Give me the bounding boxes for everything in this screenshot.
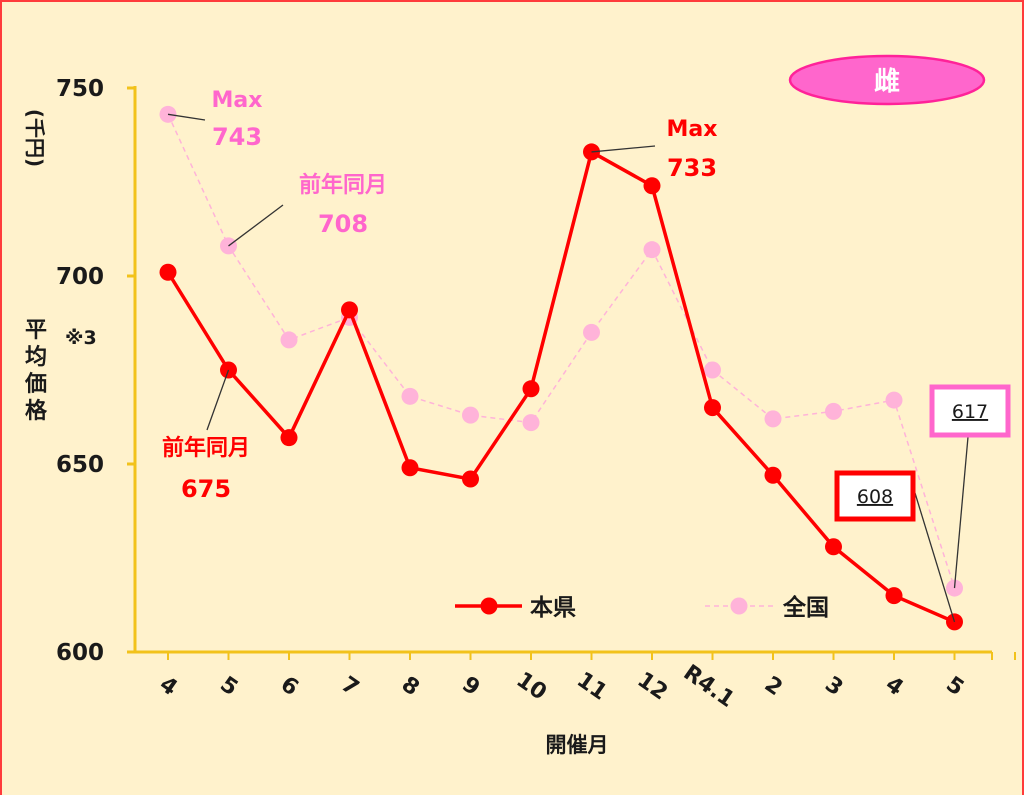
data-point-national — [885, 391, 903, 409]
data-point-national — [462, 406, 479, 424]
y-title-char: 平 — [25, 318, 47, 343]
annotation-label: Max — [667, 117, 718, 142]
y-tick-label: 600 — [56, 640, 104, 666]
y-tick-labels: 600 650 700 750 — [56, 76, 104, 666]
series-prefecture — [159, 143, 963, 631]
data-point-prefecture — [401, 459, 419, 477]
data-point-prefecture — [159, 263, 177, 281]
boxed-label-frame — [834, 470, 916, 522]
data-point-prefecture — [704, 399, 721, 417]
axes — [127, 86, 1016, 660]
y-unit-text: (千円) — [23, 109, 47, 167]
annotation-value: 733 — [667, 154, 717, 182]
badge-ellipse — [788, 54, 986, 106]
annotation-leader — [591, 145, 656, 153]
badge-label: 雌 — [874, 66, 900, 97]
series-line-national — [167, 114, 956, 589]
data-point-prefecture — [522, 380, 540, 398]
annotation-leader — [228, 204, 284, 247]
y-tick-label: 750 — [56, 76, 104, 102]
legend-marker-prefecture — [480, 597, 498, 615]
data-point-national — [764, 410, 782, 428]
annotation-value: 675 — [181, 475, 231, 503]
data-point-prefecture — [643, 177, 661, 195]
sex-badge: 雌 — [788, 54, 986, 106]
data-point-national — [280, 331, 298, 349]
data-point-national — [825, 402, 842, 420]
annotation-value: 743 — [212, 123, 262, 151]
boxed-labels: 608 617 — [834, 384, 1011, 623]
data-point-prefecture — [280, 429, 298, 447]
annotation-label: 前年同月 — [299, 172, 387, 198]
data-point-prefecture — [341, 301, 358, 319]
legend-label-prefecture: 本県 — [530, 595, 576, 621]
x-axis-title: 開催月 — [546, 733, 609, 757]
data-point-national — [583, 323, 600, 341]
annotation-value: 708 — [318, 210, 368, 238]
y-title-char: 格 — [25, 398, 48, 424]
data-point-national — [401, 387, 419, 405]
annotation-label: Max — [212, 88, 263, 113]
data-point-national — [643, 241, 661, 259]
boxed-label-value: 617 — [952, 401, 988, 423]
legend: 本県 全国 — [455, 594, 829, 621]
y-unit-label: (千円) — [23, 109, 47, 167]
boxed-label-value: 608 — [857, 486, 893, 508]
data-point-national — [704, 361, 721, 379]
y-title-char: 価 — [24, 372, 47, 397]
data-point-prefecture — [462, 470, 479, 488]
legend-label-national: 全国 — [782, 594, 829, 621]
boxed-label-frame — [929, 384, 1011, 438]
annotation-label: 前年同月 — [162, 435, 250, 461]
y-note: ※3 — [65, 327, 97, 349]
legend-marker-national — [730, 597, 748, 615]
annotations: Max 743 前年同月 708 前年同月 675 Max 733 — [162, 88, 717, 503]
data-point-prefecture — [825, 538, 842, 556]
annotation-leader — [206, 369, 230, 431]
data-point-prefecture — [885, 587, 903, 605]
y-title-char: 均 — [25, 344, 47, 370]
data-point-prefecture — [764, 466, 782, 484]
series-line-prefecture — [166, 149, 956, 624]
boxed-label-leader — [914, 492, 956, 623]
annotation-leader — [167, 113, 206, 121]
data-point-national — [522, 414, 540, 432]
y-tick-label: 700 — [56, 264, 104, 290]
y-tick-label: 650 — [56, 452, 104, 478]
boxed-label-leader — [953, 436, 969, 589]
